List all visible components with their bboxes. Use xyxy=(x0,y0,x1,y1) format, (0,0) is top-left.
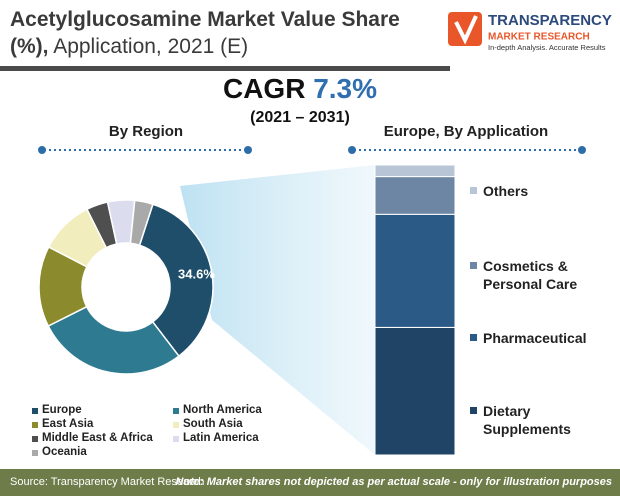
legend-label: Pharmaceutical xyxy=(483,330,587,346)
bar-segment xyxy=(374,164,456,178)
title-rest: Application, 2021 (E) xyxy=(53,35,249,58)
legend-label: North America xyxy=(183,404,262,416)
donut: 34.6% xyxy=(38,199,215,375)
source: Source: Transparency Market Research xyxy=(10,476,205,488)
legend-swatch xyxy=(173,408,179,414)
legend-label: Latin America xyxy=(183,432,259,444)
title: Acetylglucosamine Market Value Share (%)… xyxy=(10,6,430,60)
logo-name: TRANSPARENCY xyxy=(488,12,612,29)
cagr-value: 7.3% xyxy=(313,73,377,104)
legend-swatch xyxy=(470,262,477,269)
title-rule xyxy=(0,66,450,71)
legend-swatch xyxy=(32,450,38,456)
bar-segment xyxy=(374,176,456,215)
funnel xyxy=(180,165,375,455)
legend-swatch xyxy=(470,334,477,341)
region-title: By Region xyxy=(109,123,183,140)
legend-swatch xyxy=(173,422,179,428)
stacked-bar xyxy=(374,164,456,456)
legend-label: Others xyxy=(483,183,529,199)
cagr: CAGR 7.3% xyxy=(223,73,377,104)
slice-label: 34.6% xyxy=(178,266,215,281)
bar-segment xyxy=(374,326,456,456)
rule-ends xyxy=(38,146,586,154)
legend-label: East Asia xyxy=(42,418,94,430)
legend-label: Cosmetics & Personal Care xyxy=(483,258,578,292)
legend-label: Middle East & Africa xyxy=(42,432,153,444)
logo: TRANSPARENCY MARKET RESEARCH In-depth An… xyxy=(448,12,612,52)
note: Note: Market shares not depicted as per … xyxy=(175,476,612,488)
donut-slice xyxy=(138,203,214,358)
title-bold: Acetylglucosamine Market Value Share (%)… xyxy=(10,8,400,58)
cagr-period: (2021 – 2031) xyxy=(250,109,350,126)
legend-label: South Asia xyxy=(183,418,243,430)
legend-swatch xyxy=(470,187,477,194)
bar-segment xyxy=(374,213,456,328)
footer: Source: Transparency Market Research Not… xyxy=(0,469,620,496)
legend-label: Europe xyxy=(42,404,82,416)
logo-tagline: In-depth Analysis. Accurate Results xyxy=(488,43,606,52)
donut-slice xyxy=(129,199,154,247)
donut-slice xyxy=(47,305,180,375)
logo-sub: MARKET RESEARCH xyxy=(488,32,590,43)
legend-label: Dietary Supplements xyxy=(483,403,571,437)
cagr-label: CAGR xyxy=(223,73,305,104)
legend-swatch xyxy=(173,436,179,442)
legend-swatch xyxy=(32,422,38,428)
legend-swatch xyxy=(470,407,477,414)
legend-label: Oceania xyxy=(42,446,87,458)
legend-swatch xyxy=(32,408,38,414)
legend-swatch xyxy=(32,436,38,442)
application-title: Europe, By Application xyxy=(384,123,548,140)
